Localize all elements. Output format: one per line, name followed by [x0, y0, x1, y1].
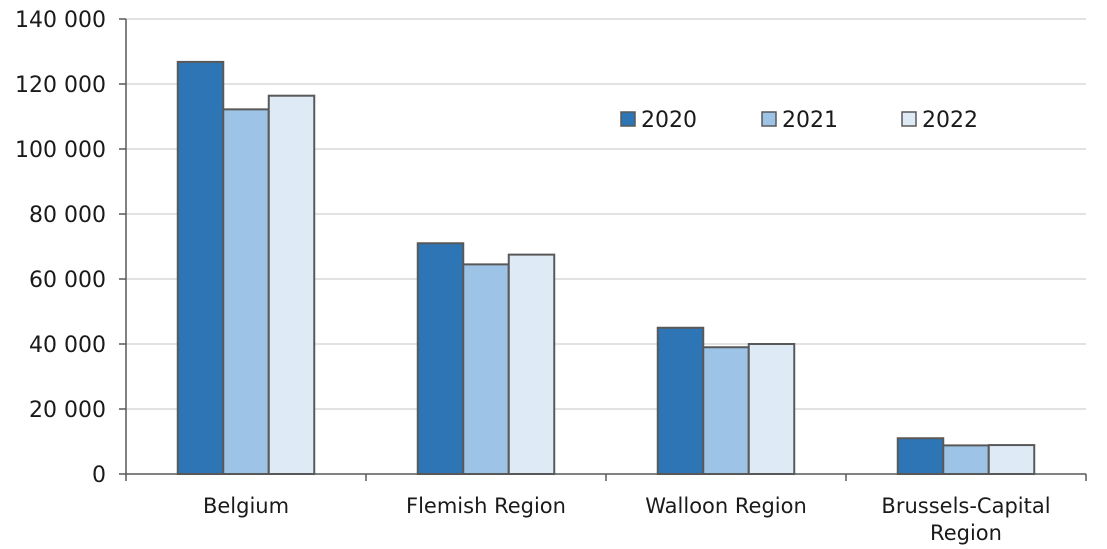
- y-tick-label: 120 000: [15, 73, 106, 98]
- bar-2021-2: [702, 346, 750, 475]
- bar-2020-3: [896, 437, 945, 475]
- legend-swatch-2022: [901, 111, 917, 127]
- bar-2021-0: [222, 108, 270, 475]
- bar-2021-3: [942, 444, 990, 475]
- y-tick-label: 100 000: [15, 138, 106, 163]
- legend-swatch-2020: [620, 111, 636, 127]
- y-tick-label: 60 000: [29, 268, 106, 293]
- bar-2022-2: [747, 343, 796, 475]
- bar-2022-3: [987, 444, 1036, 476]
- bars: [176, 60, 1036, 476]
- x-category-label: Flemish Region: [406, 494, 566, 518]
- y-tick-label: 20 000: [29, 398, 106, 423]
- bar-2022-0: [267, 94, 316, 475]
- legend-label: 2020: [641, 108, 697, 133]
- y-tick-label: 0: [92, 463, 106, 488]
- bar-2022-1: [507, 253, 556, 475]
- x-category-label: Belgium: [203, 494, 289, 518]
- y-tick-label: 140 000: [15, 8, 106, 33]
- x-category-label: Walloon Region: [645, 494, 807, 518]
- bar-2021-1: [462, 263, 510, 475]
- legend-label: 2022: [922, 108, 978, 133]
- y-tick-label: 40 000: [29, 333, 106, 358]
- legend: 2020 2021 2022: [620, 108, 978, 133]
- legend-label: 2021: [782, 108, 838, 133]
- bar-2020-2: [656, 326, 705, 475]
- bar-2020-0: [176, 60, 225, 476]
- legend-swatch-2021: [761, 111, 777, 127]
- y-tick-label: 80 000: [29, 203, 106, 228]
- axes: 0 20 000 40 000 60 000 80 000 100 000 120 000 1…: [15, 8, 1087, 545]
- bar-2020-1: [416, 242, 465, 475]
- x-category-label: Brussels-Capital Region: [881, 494, 1050, 545]
